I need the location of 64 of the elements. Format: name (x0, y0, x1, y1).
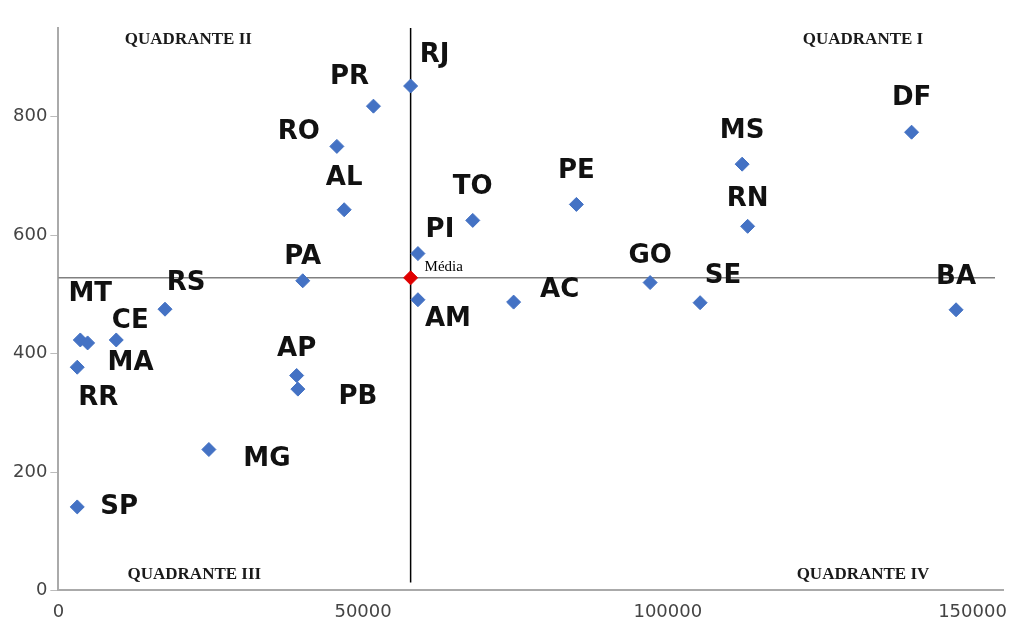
annotation: SP (100, 489, 139, 520)
annotation: PA (284, 239, 322, 270)
annotation: RS (166, 265, 206, 296)
annotation: RO (277, 115, 320, 146)
point (465, 212, 481, 228)
annotation: QUADRANTE IV (796, 563, 931, 583)
annotation: QUADRANTE II (124, 29, 253, 49)
y-tick-label: 200 (13, 459, 48, 481)
point (642, 275, 658, 291)
point (410, 246, 426, 262)
point (568, 196, 584, 212)
annotation: QUADRANTE III (127, 563, 262, 583)
point (403, 270, 419, 286)
annotation: DF (891, 80, 932, 111)
point (506, 294, 522, 310)
point (80, 335, 96, 351)
point (157, 301, 173, 317)
annotation: AM (424, 302, 471, 333)
point (329, 138, 345, 154)
point (734, 156, 750, 172)
point (692, 295, 708, 311)
annotation: AP (277, 332, 317, 363)
annotation: PI (425, 213, 455, 244)
x-tick-label: 0 (52, 599, 65, 621)
annotation: SE (704, 259, 742, 290)
point (289, 368, 305, 383)
annotation: AL (325, 161, 363, 192)
point (336, 202, 352, 218)
x-tick-label: 150000 (938, 599, 1007, 621)
annotation: TO (452, 170, 493, 201)
annotation: QUADRANTE I (802, 29, 924, 49)
annotation: PB (338, 379, 378, 410)
point (365, 98, 381, 114)
annotation: BA (936, 259, 977, 290)
point (295, 273, 311, 289)
point (740, 218, 756, 234)
point (201, 442, 217, 457)
annotation: GO (628, 239, 672, 270)
annotation: PE (557, 154, 595, 185)
annotation: PR (329, 59, 369, 90)
y-tick-label: 800 (13, 104, 48, 126)
annotation: MG (243, 442, 291, 473)
y-tick-label: 600 (13, 222, 48, 244)
point (904, 124, 920, 140)
y-tick-label: 400 (13, 341, 48, 363)
annotation: RN (726, 182, 769, 213)
x-tick-label: 50000 (334, 599, 392, 621)
point (403, 78, 419, 94)
annotation: RR (78, 380, 119, 411)
annotation: MT (68, 276, 113, 307)
series-label: Média (424, 257, 464, 274)
annotation: MA (107, 345, 154, 376)
annotation: CE (111, 303, 149, 334)
annotation: AC (540, 272, 580, 303)
point (69, 359, 85, 375)
point (108, 332, 124, 348)
annotation: RJ (419, 37, 450, 68)
point (290, 381, 306, 397)
x-tick-label: 100000 (633, 599, 703, 621)
y-tick-label: 0 (35, 578, 48, 600)
point (948, 302, 964, 318)
point (410, 292, 426, 308)
point (69, 499, 85, 515)
annotation: MS (719, 113, 765, 144)
